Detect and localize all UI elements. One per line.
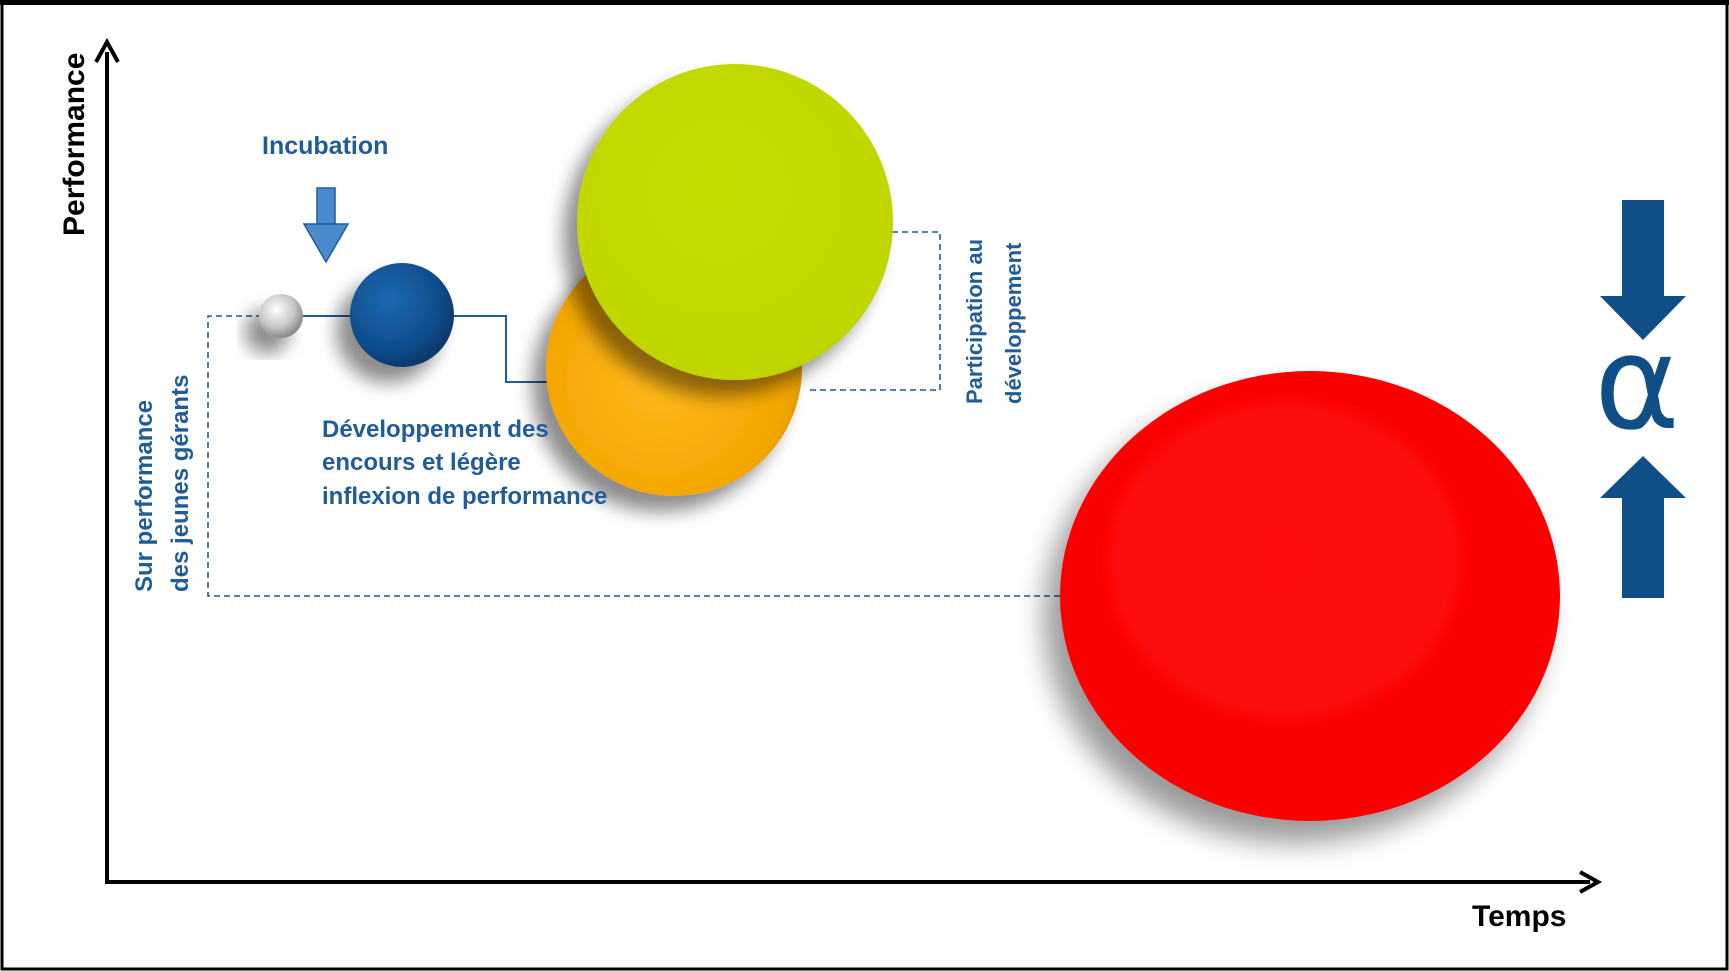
y-axis-arrowhead	[94, 37, 120, 63]
label-incubation: Incubation	[262, 132, 388, 160]
incubation-arrow-icon	[302, 187, 350, 264]
y-axis-label: Performance	[58, 53, 91, 236]
x-axis-label: Temps	[1472, 900, 1566, 933]
label-surperformance-1: Sur performance	[131, 400, 158, 592]
arrow-up-icon	[1600, 456, 1686, 598]
label-developpement-1: Développement des	[322, 416, 549, 443]
label-participation-2: développement	[1001, 242, 1026, 404]
x-axis-arrowhead	[1579, 870, 1603, 894]
bubble-green	[577, 64, 893, 380]
label-participation-1: Participation au	[962, 239, 987, 404]
label-surperformance-2: des jeunes gérants	[167, 375, 194, 592]
participation-connector	[806, 231, 941, 391]
bubble-blue	[350, 263, 454, 367]
label-developpement-2: encours et légère	[322, 449, 521, 476]
bubble-red	[1060, 371, 1560, 821]
alpha-symbol: α	[1594, 307, 1680, 459]
bubble-grey	[259, 294, 303, 338]
developpement-connector	[452, 315, 568, 383]
arrow-down-icon	[1600, 200, 1686, 340]
label-developpement-3: inflexion de performance	[322, 483, 607, 510]
surperformance-connector	[207, 315, 1060, 597]
